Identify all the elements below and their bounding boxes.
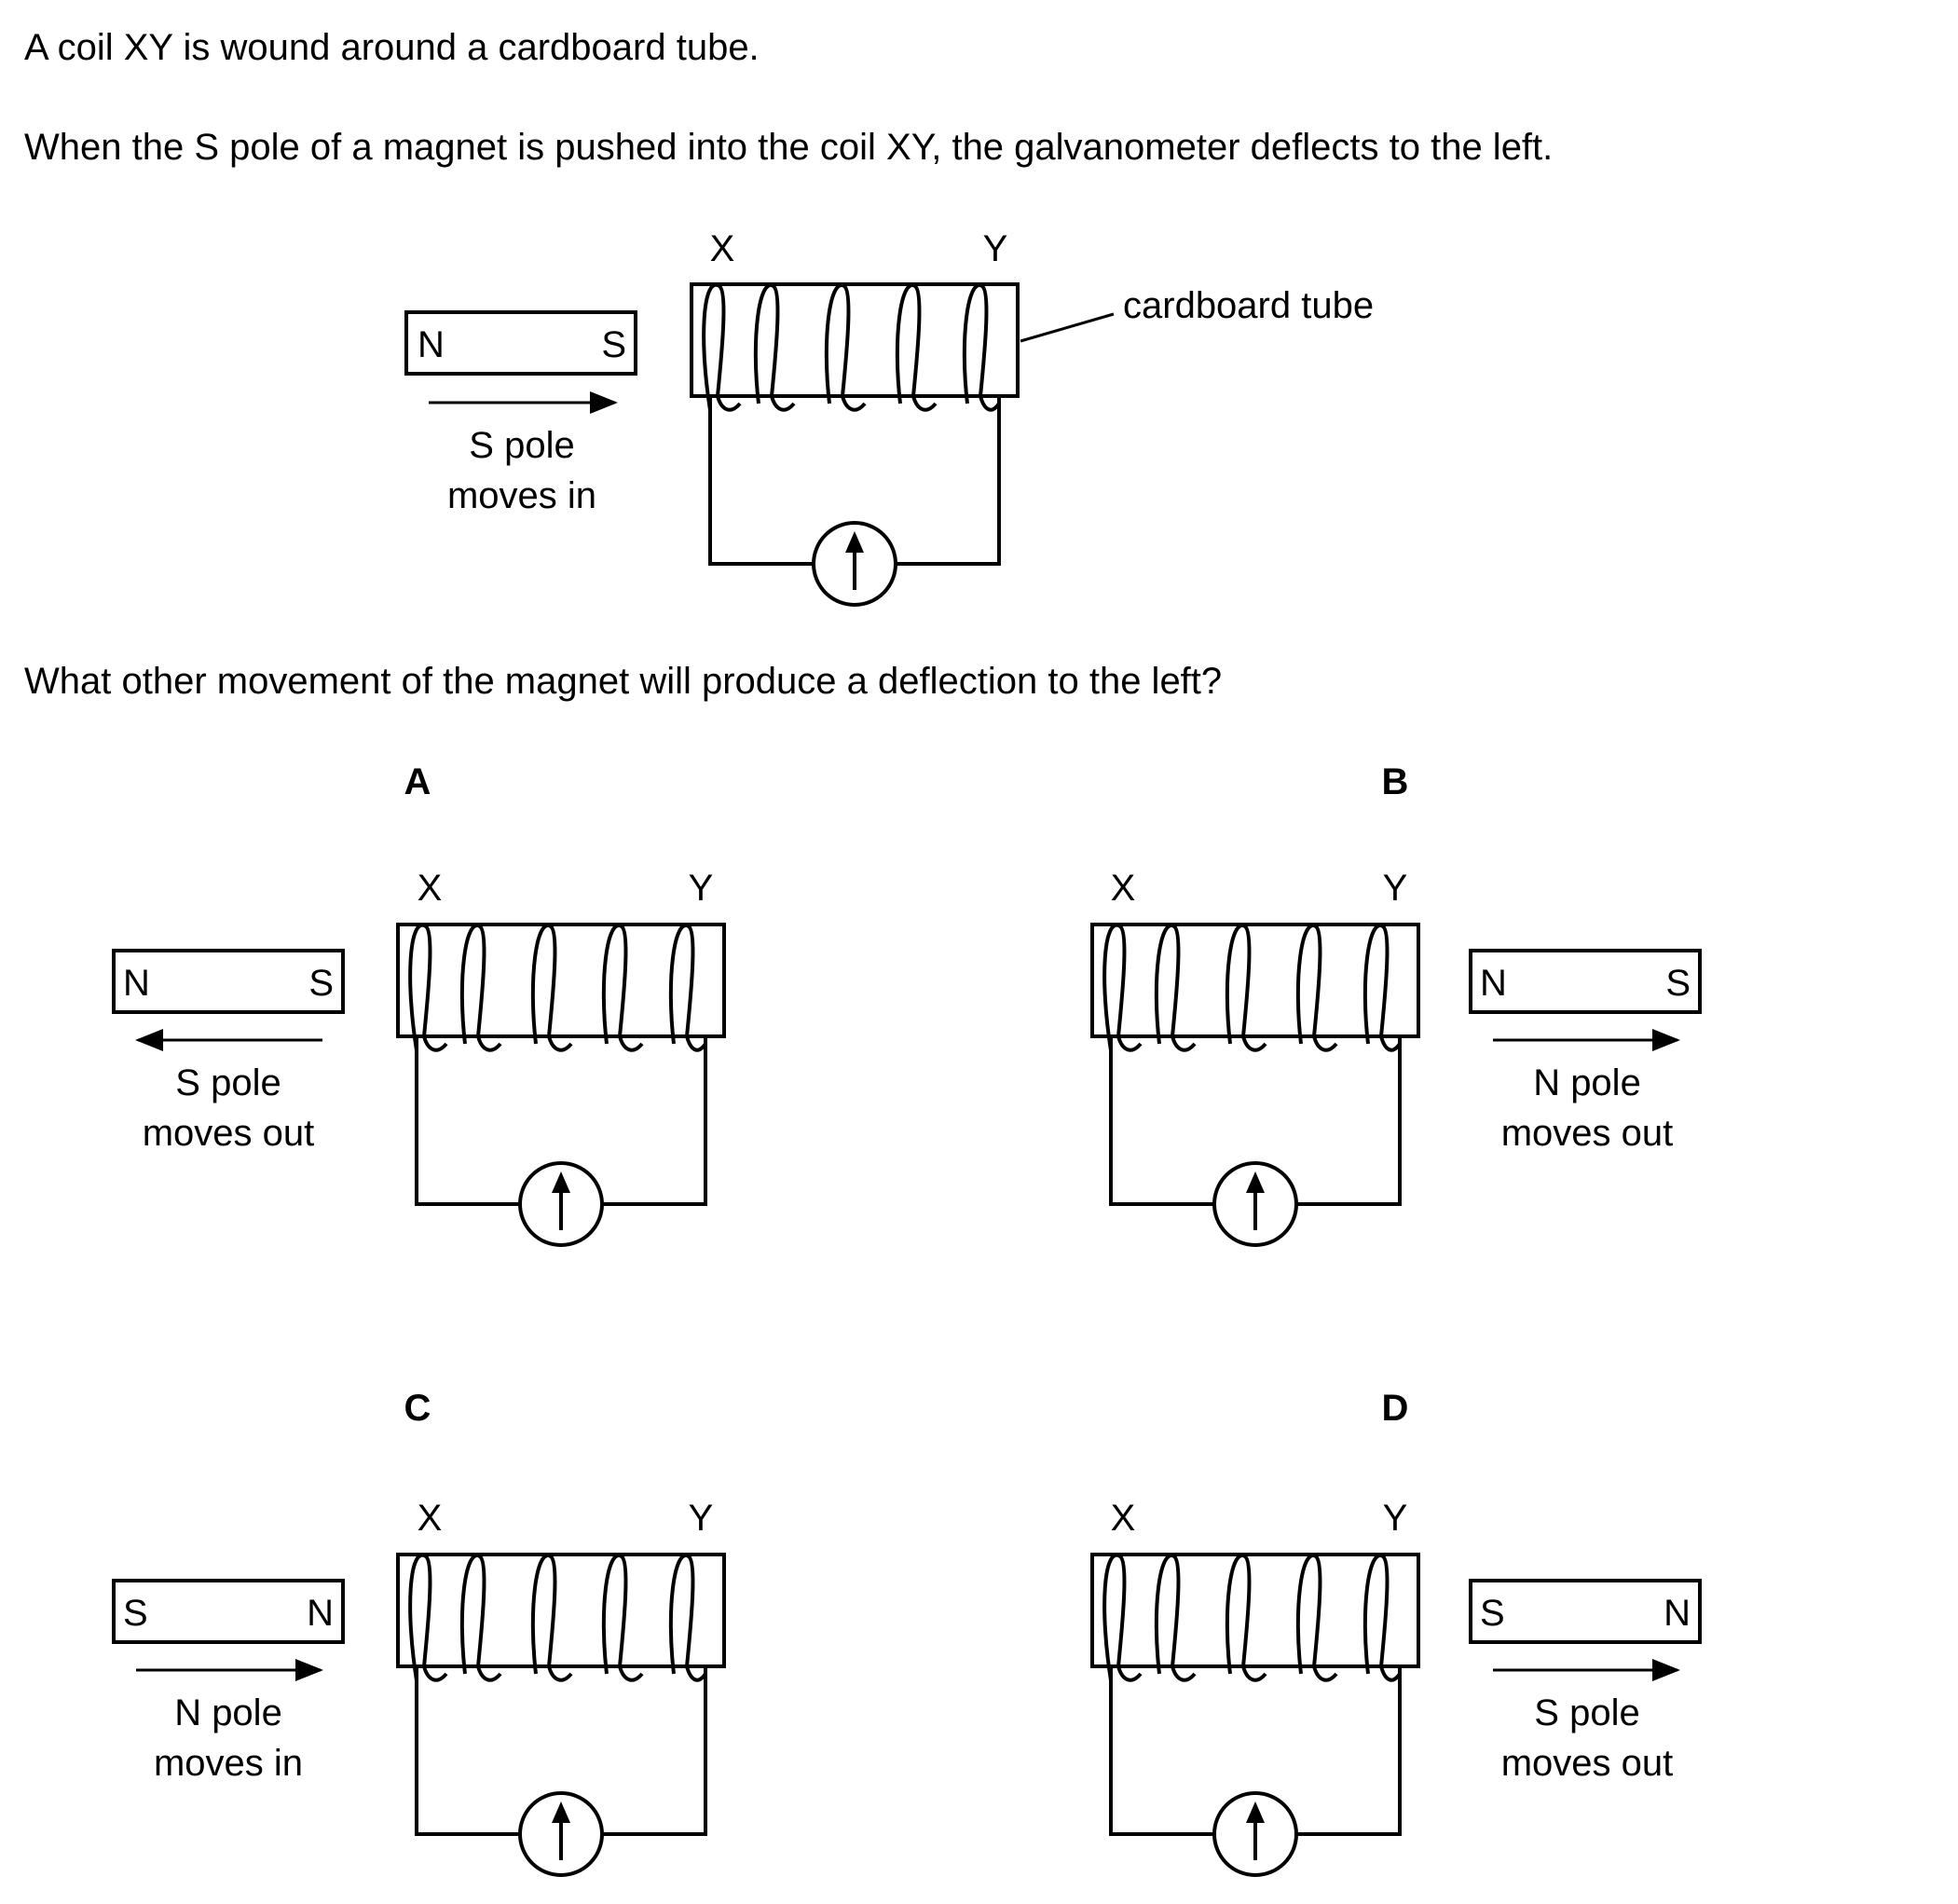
magnet-pole-right: S xyxy=(601,324,626,365)
tube-label-leader xyxy=(1020,312,1115,343)
movement-label-line-2: moves out xyxy=(143,1113,315,1154)
coil-end-x-label: X xyxy=(418,1498,443,1539)
magnet-pole-left: S xyxy=(1480,1593,1505,1634)
coil-end-x-label: X xyxy=(1111,1498,1136,1539)
option-letter: D xyxy=(1382,1388,1409,1429)
magnet-pole-right: N xyxy=(307,1593,334,1634)
main-diagram: X Y cardboard tube N S S pole moves in xyxy=(404,228,1374,607)
magnet-pole-right: S xyxy=(308,963,334,1004)
movement-label-line-2: moves in xyxy=(447,475,596,516)
movement-label-line-2: moves in xyxy=(154,1743,303,1784)
coil-end-y-label: Y xyxy=(689,868,714,909)
option-a: A X Y N S S pole moves out xyxy=(112,761,726,1247)
question-line-2: When the S pole of a magnet is pushed in… xyxy=(24,127,1553,168)
magnet-pole-left: N xyxy=(418,324,445,365)
movement-label-line-1: S pole xyxy=(175,1062,281,1103)
movement-label-line-2: moves out xyxy=(1501,1113,1674,1154)
coil-circuit xyxy=(396,1553,726,1877)
movement-label-line-2: moves out xyxy=(1501,1743,1674,1784)
option-d: D X Y S N S pole moves out xyxy=(1090,1388,1702,1877)
option-c: C X Y S N N pole moves in xyxy=(112,1388,726,1877)
coil-end-x-label: X xyxy=(418,868,443,909)
option-letter: A xyxy=(404,761,431,802)
magnet: N S xyxy=(1469,949,1702,1014)
movement-label-line-1: N pole xyxy=(174,1692,282,1733)
main-magnet: N S xyxy=(404,310,637,376)
coil-end-y-label: Y xyxy=(1383,1498,1408,1539)
magnet-pole-right: S xyxy=(1665,963,1691,1004)
coil-end-y-label: Y xyxy=(1383,868,1408,909)
magnet-pole-left: S xyxy=(123,1593,148,1634)
coil-circuit xyxy=(1090,1553,1420,1877)
cardboard-tube-label: cardboard tube xyxy=(1123,285,1374,326)
magnet: N S xyxy=(112,949,345,1014)
coil-circuit xyxy=(396,923,726,1247)
movement-label-line-1: S pole xyxy=(1534,1692,1639,1733)
magnet: S N xyxy=(1469,1579,1702,1644)
magnet-pole-right: N xyxy=(1664,1593,1691,1634)
option-b: B X Y N S N pole moves out xyxy=(1090,761,1702,1247)
coil-end-y-label: Y xyxy=(689,1498,714,1539)
coil-end-x-label: X xyxy=(710,228,735,269)
main-coil-circuit xyxy=(690,282,1020,607)
movement-label-line-1: N pole xyxy=(1533,1062,1641,1103)
question-prompt: What other movement of the magnet will p… xyxy=(24,661,1222,702)
option-letter: C xyxy=(404,1388,431,1429)
magnet: S N xyxy=(112,1579,345,1644)
option-letter: B xyxy=(1382,761,1409,802)
magnet-pole-left: N xyxy=(123,963,150,1004)
coil-end-y-label: Y xyxy=(983,228,1008,269)
coil-end-x-label: X xyxy=(1111,868,1136,909)
coil-circuit xyxy=(1090,923,1420,1247)
movement-label-line-1: S pole xyxy=(469,425,574,466)
magnet-pole-left: N xyxy=(1480,963,1507,1004)
question-line-1: A coil XY is wound around a cardboard tu… xyxy=(24,27,760,68)
